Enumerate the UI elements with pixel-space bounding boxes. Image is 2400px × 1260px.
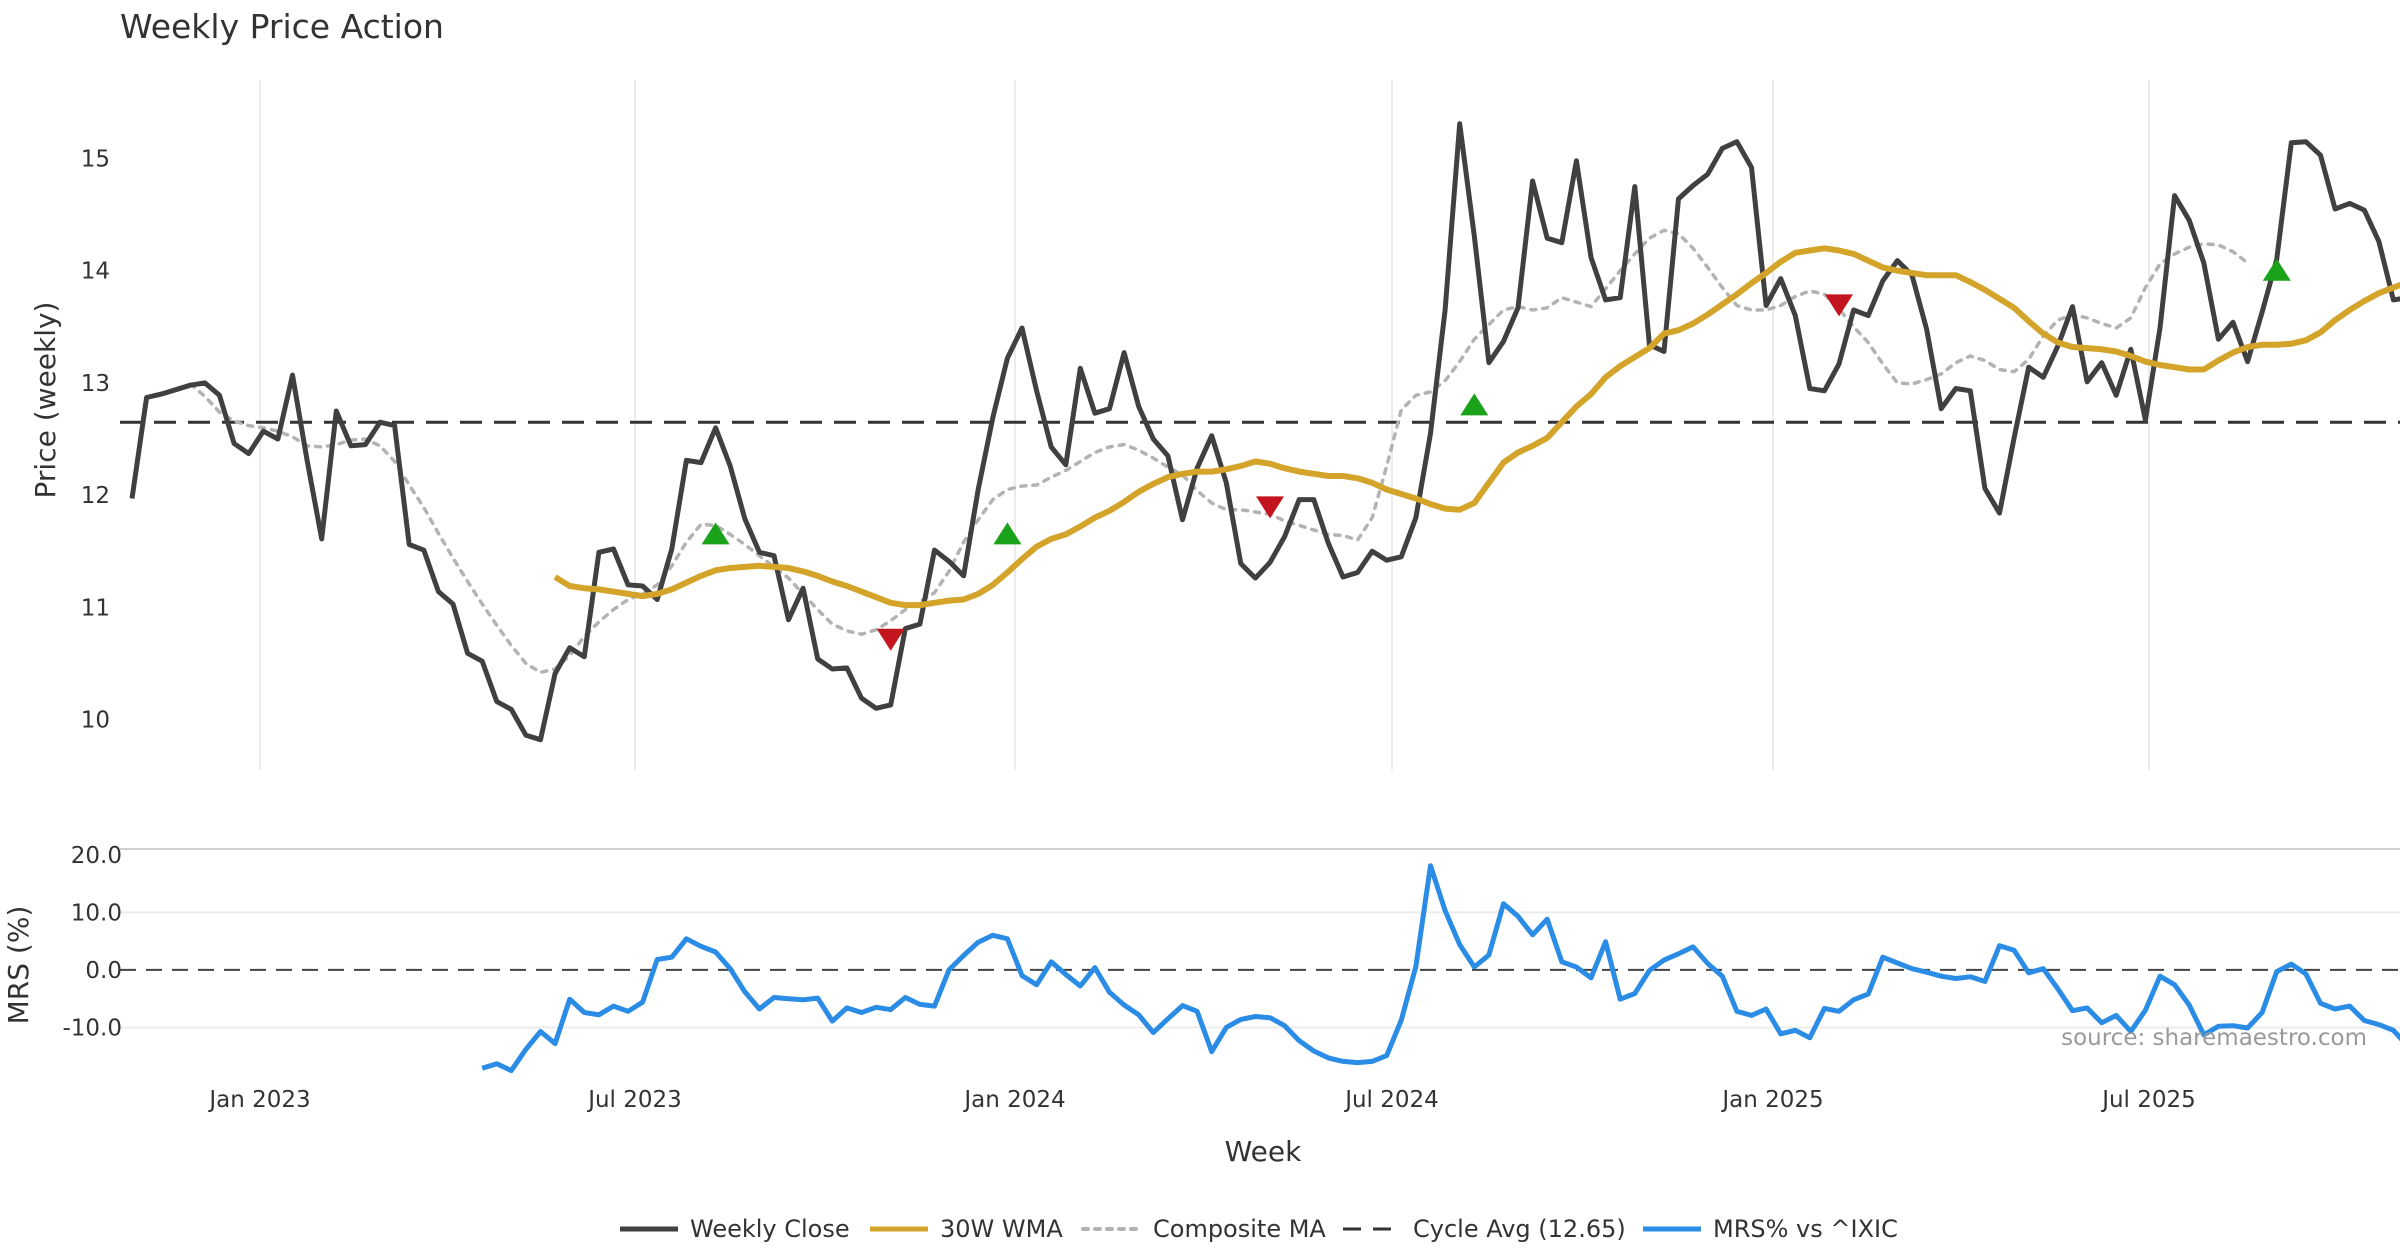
mrs-y-ticks: 20.0 10.0 0.0 -10.0 — [62, 843, 122, 1042]
x-tick-label: Jan 2025 — [1720, 1087, 1823, 1113]
price-y-tick-label: 10 — [81, 708, 110, 734]
buy-signal-marker — [701, 522, 730, 545]
composite-ma-line — [188, 228, 2250, 675]
x-tick-label: Jul 2023 — [586, 1087, 682, 1113]
mrs-y-axis-label: MRS (%) — [2, 906, 35, 1025]
price-y-tick-label: 11 — [81, 595, 110, 621]
mrs-y-tick-label: 10.0 — [71, 900, 122, 926]
wma-30w-line — [553, 245, 2400, 609]
x-axis-label: Week — [1225, 1135, 1302, 1168]
price-y-tick-label: 15 — [81, 147, 110, 173]
price-y-ticks: 10 11 12 13 14 15 — [81, 147, 110, 734]
mrs-line — [481, 863, 2400, 1074]
weekly-close-line — [129, 121, 2400, 743]
sell-signal-marker — [1825, 294, 1854, 317]
legend-label: Cycle Avg (12.65) — [1413, 1215, 1626, 1243]
chart-title: Weekly Price Action — [120, 7, 444, 46]
legend-label: Composite MA — [1153, 1215, 1326, 1243]
mrs-gridlines — [120, 911, 2400, 1029]
x-tick-label: Jan 2024 — [962, 1087, 1065, 1113]
mrs-y-tick-label: -10.0 — [62, 1015, 122, 1041]
price-y-tick-label: 12 — [81, 483, 110, 509]
sell-signal-marker — [1256, 496, 1285, 519]
price-y-tick-label: 14 — [81, 259, 110, 285]
mrs-y-tick-label: 20.0 — [71, 843, 122, 869]
buy-signal-marker — [993, 522, 1022, 545]
x-tick-label: Jul 2024 — [1343, 1087, 1439, 1113]
mrs-y-tick-label: 0.0 — [85, 958, 122, 984]
price-y-tick-label: 13 — [81, 371, 110, 397]
x-tick-label: Jul 2025 — [2100, 1087, 2196, 1113]
price-panel: 10 11 12 13 14 15 Price (weekly) — [29, 80, 2400, 770]
x-axis-ticks: Jan 2023 Jul 2023 Jan 2024 Jul 2024 Jan 2025… — [207, 1087, 2195, 1113]
legend: Weekly Close 30W WMA Composite MA Cycle Avg… — [620, 1215, 1898, 1243]
buy-signal-marker — [1460, 393, 1489, 416]
source-note: source: sharemaestro.com — [2061, 1025, 2367, 1051]
sell-signal-marker — [876, 628, 905, 651]
price-vertical-gridlines — [259, 80, 2150, 770]
legend-label: 30W WMA — [940, 1215, 1063, 1243]
price-y-axis-label: Price (weekly) — [29, 302, 62, 499]
signal-markers — [701, 258, 2291, 651]
legend-label: MRS% vs ^IXIC — [1713, 1215, 1898, 1243]
x-tick-label: Jan 2023 — [207, 1087, 310, 1113]
mrs-panel: 20.0 10.0 0.0 -10.0 MRS (%) source: sharema… — [2, 843, 2400, 1074]
buy-signal-marker — [2262, 258, 2291, 281]
legend-label: Weekly Close — [690, 1215, 850, 1243]
